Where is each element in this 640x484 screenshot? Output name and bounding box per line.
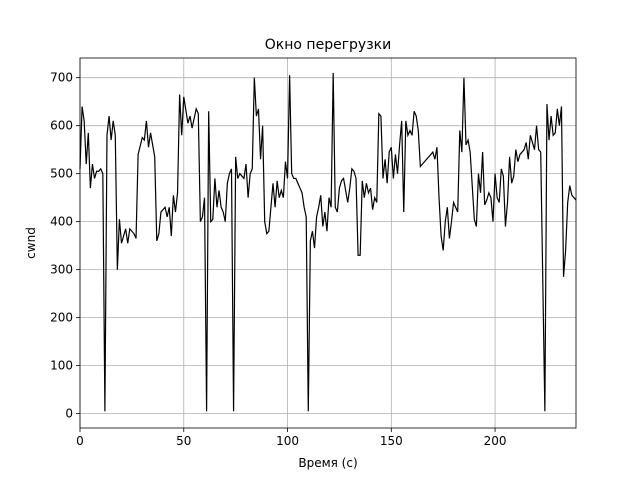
x-tick-label: 150	[380, 434, 403, 448]
x-tick-label: 0	[76, 434, 84, 448]
y-tick-label: 500	[50, 167, 73, 181]
x-tick-label: 200	[484, 434, 507, 448]
line-series	[79, 72, 577, 412]
y-tick-label: 0	[65, 407, 73, 421]
plot-frame	[79, 57, 577, 429]
y-axis-label: cwnd	[24, 227, 38, 259]
x-axis-label: Время (с)	[298, 456, 357, 470]
y-tick-label: 400	[50, 215, 73, 229]
y-tick-label: 700	[50, 71, 73, 85]
x-tick-label: 50	[176, 434, 191, 448]
chart-title: Окно перегрузки	[265, 37, 391, 53]
y-tick-label: 200	[50, 311, 73, 325]
y-tick-label: 300	[50, 263, 73, 277]
x-tick-label: 100	[276, 434, 299, 448]
y-tick-label: 600	[50, 119, 73, 133]
y-tick-label: 100	[50, 359, 73, 373]
